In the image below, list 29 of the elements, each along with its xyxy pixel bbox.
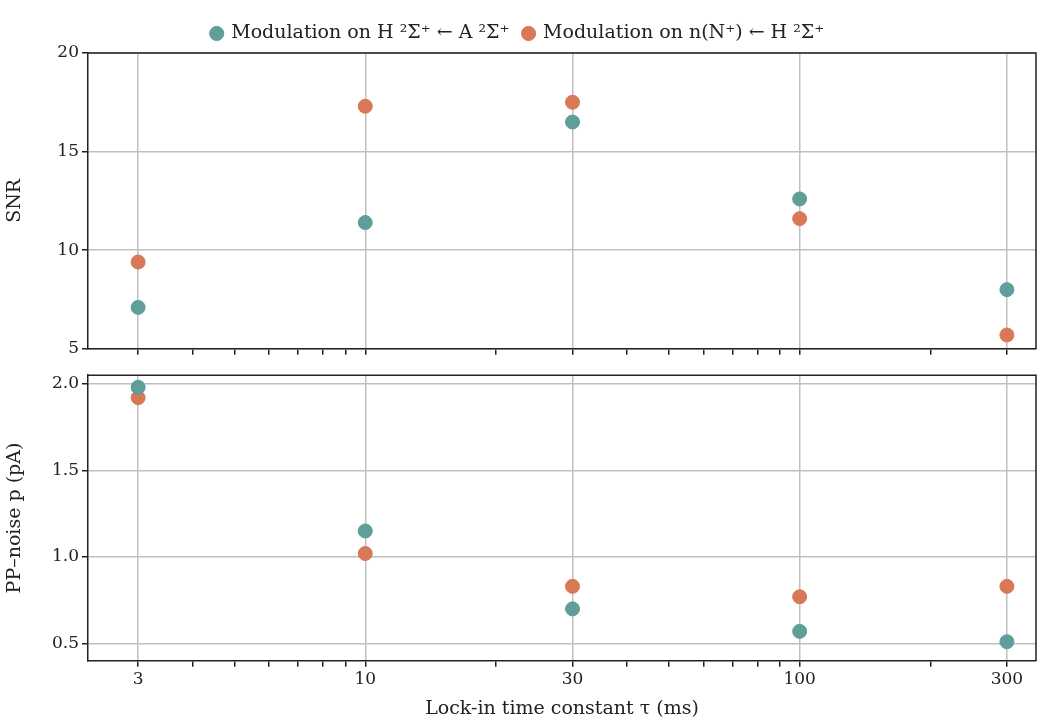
point [130,379,146,395]
y-axis-title: PP–noise p (pA) [2,442,25,594]
x-tick-label: 300 [990,668,1024,689]
x-axis-title: Lock-in time constant τ (ms) [425,695,699,718]
y-tick-label: 1.5 [51,458,79,479]
y-tick-label: 5 [68,337,79,358]
legend-label: Modulation on n(N⁺) ← H ²Σ⁺ [543,20,825,43]
point [565,601,581,617]
y-tick-label: 2.0 [51,372,79,393]
point [130,254,146,270]
y-tick-label: 10 [57,238,79,259]
point [999,327,1015,343]
x-tick-label: 3 [132,668,144,689]
point [130,299,146,315]
point [999,282,1015,298]
y-tick-label: 15 [57,140,79,161]
y-tick-label: 1.0 [51,545,79,566]
legend-label: Modulation on H ²Σ⁺ ← A ²Σ⁺ [231,20,510,43]
point [565,94,581,110]
point [999,634,1015,650]
y-tick-label: 0.5 [51,631,79,652]
x-tick-label: 100 [783,668,816,689]
y-tick-label: 20 [57,41,79,62]
point [999,578,1015,594]
point [565,578,581,594]
y-axis-title: SNR [2,178,25,223]
x-tick-label: 30 [561,668,584,689]
point [565,114,581,130]
x-tick-label: 10 [354,668,377,689]
